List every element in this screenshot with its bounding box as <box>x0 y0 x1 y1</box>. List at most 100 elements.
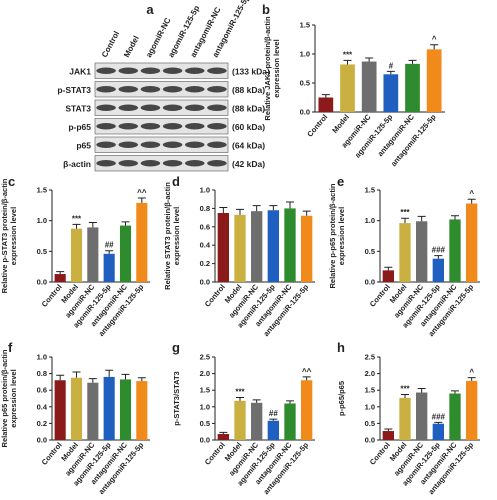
y-tick-label: 0.0 <box>37 278 47 287</box>
row-size: (42 kDa) <box>232 159 265 169</box>
error-bar <box>302 376 311 381</box>
y-axis-label: Relative JAK1 protein/β-actin <box>263 16 272 121</box>
y-tick-label: 2.0 <box>365 369 375 378</box>
blot-band <box>184 104 205 111</box>
row-size: (60 kDa) <box>232 122 265 132</box>
bar <box>87 382 99 440</box>
blot-band <box>207 104 227 111</box>
y-tick-label: 0.0 <box>300 108 310 117</box>
error-bar <box>219 206 228 213</box>
blot-band <box>118 86 139 93</box>
significance-label: *** <box>72 214 82 223</box>
y-tick-label: 0.5 <box>300 79 310 88</box>
y-tick-label: 0.8 <box>200 204 210 213</box>
bar <box>284 403 296 440</box>
y-tick-label: 2.0 <box>200 369 210 378</box>
bar <box>340 64 355 112</box>
y-axis-label: Relative STAT3 protein/β-actin <box>163 182 172 290</box>
y-tick-label: 1.0 <box>200 186 210 195</box>
y-axis-label: expression level <box>172 207 181 265</box>
error-bar <box>236 397 244 401</box>
bar <box>382 431 394 440</box>
blot-band <box>207 86 227 93</box>
error-bar <box>137 197 146 203</box>
bar <box>318 97 334 112</box>
panel-label: d <box>172 174 180 189</box>
bar <box>136 381 148 440</box>
y-tick-label: 0.4 <box>37 402 48 411</box>
bar <box>399 397 411 440</box>
y-tick-label: 0.8 <box>37 369 47 378</box>
error-bar <box>286 400 294 404</box>
error-bar <box>365 57 374 62</box>
y-tick-label: 0.4 <box>200 241 211 250</box>
y-axis-label: Relative p-STAT3 protein/β-actin <box>0 178 9 293</box>
error-bar <box>121 373 130 380</box>
significance-label: ^^ <box>302 367 312 376</box>
error-bar <box>386 70 395 75</box>
blot-band <box>184 123 205 130</box>
bar <box>399 223 411 282</box>
bar <box>103 376 115 440</box>
y-tick-label: 1.0 <box>37 216 47 225</box>
y-tick-label: 1.5 <box>300 21 310 30</box>
blot-band <box>118 104 139 111</box>
bar <box>217 213 229 282</box>
bar <box>234 214 246 282</box>
row-size: (88 kDa) <box>232 85 265 95</box>
error-bar <box>430 44 439 50</box>
bar <box>426 49 442 112</box>
row-label: p-STAT3 <box>57 85 91 95</box>
bar <box>251 402 263 440</box>
blot-band <box>184 160 205 167</box>
y-tick-label: 1.5 <box>365 386 375 395</box>
y-tick-label: 0.0 <box>365 278 375 287</box>
bar <box>70 228 83 282</box>
y-axis-label: Relative p65 protein/β-actin <box>0 349 9 447</box>
row-label: p65 <box>76 140 91 150</box>
y-tick-label: 1.0 <box>365 402 375 411</box>
error-bar <box>219 431 228 435</box>
error-bar <box>408 59 417 64</box>
bar <box>217 434 229 440</box>
blot-band <box>162 160 183 167</box>
blot-band <box>140 67 161 74</box>
error-bar <box>72 371 81 378</box>
blot-band <box>207 141 227 148</box>
error-bar <box>252 399 261 403</box>
bar <box>54 274 66 282</box>
y-axis-label: Relative p-p65 protein/β-actin <box>328 183 337 288</box>
y-tick-label: 0.0 <box>37 436 47 445</box>
bar <box>432 423 444 440</box>
y-tick-label: 0.5 <box>365 419 375 428</box>
error-bar <box>434 255 443 259</box>
y-axis-label: expression level <box>9 207 18 265</box>
blot-band <box>118 123 139 130</box>
y-tick-label: 0.0 <box>200 436 210 445</box>
error-bar <box>252 205 261 212</box>
y-axis-label: expression level <box>272 39 281 97</box>
error-bar <box>105 369 114 377</box>
blot-band <box>96 123 116 130</box>
error-bar <box>451 390 459 394</box>
bar <box>382 270 394 282</box>
error-bar <box>321 94 330 98</box>
significance-label: *** <box>235 388 245 397</box>
bar <box>432 258 444 282</box>
significance-label: *** <box>400 208 410 217</box>
significance-label: ### <box>432 412 446 421</box>
blot-strip <box>94 81 229 98</box>
bar <box>449 219 461 282</box>
blot-strip <box>94 99 229 116</box>
bar <box>416 221 428 282</box>
bar <box>119 379 132 440</box>
blot-band <box>184 141 205 148</box>
panel-label: e <box>337 174 344 189</box>
bar <box>251 211 263 282</box>
error-bar <box>451 215 459 220</box>
panel-label: h <box>337 340 345 355</box>
blot-band <box>118 141 139 148</box>
bar <box>136 202 148 282</box>
bar <box>234 400 246 440</box>
bar <box>301 380 313 440</box>
